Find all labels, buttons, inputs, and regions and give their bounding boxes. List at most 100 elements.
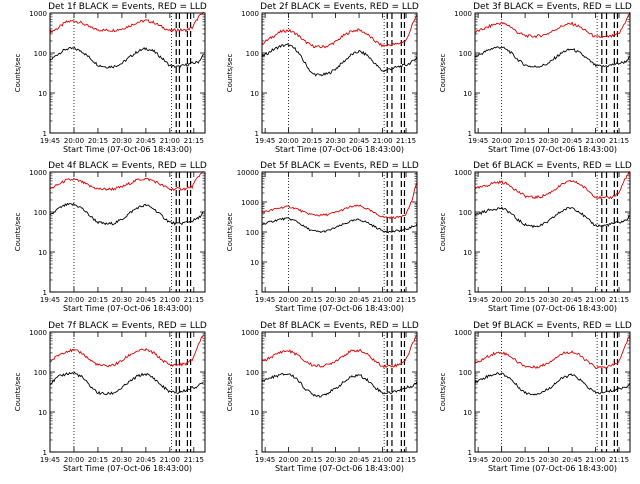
x-tick-label: 21:00 — [372, 137, 392, 145]
panel-9: Det 9f BLACK = Events, RED = LLD Start Ti… — [439, 321, 632, 473]
x-tick-label: 20:45 — [562, 296, 582, 304]
panel-3: Det 3f BLACK = Events, RED = LLD Start Ti… — [439, 2, 632, 154]
x-tick-label: 21:15 — [184, 137, 204, 145]
events-series-line — [261, 43, 418, 77]
y-tick-label: 10 — [250, 259, 259, 267]
x-axis-label: Start Time (07-Oct-06 18:43:00) — [275, 464, 404, 473]
x-tick-label: 20:00 — [279, 137, 299, 145]
plot-frame — [261, 331, 418, 453]
lld-series-line — [474, 334, 631, 369]
y-tick-label: 10 — [250, 409, 259, 417]
y-tick-label: 1 — [255, 449, 259, 457]
x-tick-label: 20:30 — [538, 137, 558, 145]
lld-series-line — [475, 12, 631, 39]
x-tick-label: 20:45 — [136, 456, 156, 464]
plot-frame — [261, 171, 418, 293]
y-axis-label: Counts/sec — [439, 54, 447, 93]
events-series-line — [474, 372, 631, 396]
y-axis-label: Counts/sec — [226, 54, 234, 93]
x-tick-label: 21:00 — [372, 296, 392, 304]
x-tick-label: 21:15 — [609, 456, 629, 464]
x-tick-label: 21:15 — [609, 137, 629, 145]
x-tick-label: 20:30 — [325, 296, 345, 304]
y-axis-label: Counts/sec — [14, 54, 22, 93]
y-tick-label: 100 — [459, 209, 472, 217]
lld-series-line — [49, 11, 204, 34]
y-tick-label: 10000 — [237, 169, 259, 177]
y-axis-label: Counts/sec — [14, 213, 22, 252]
plot-frame — [261, 12, 418, 134]
x-tick-label: 20:30 — [538, 456, 558, 464]
x-tick-label: 20:00 — [64, 296, 84, 304]
x-tick-label: 20:45 — [562, 137, 582, 145]
x-tick-label: 20:15 — [88, 137, 108, 145]
y-tick-label: 10 — [463, 90, 472, 98]
lld-series-line — [261, 14, 418, 49]
x-tick-label: 21:00 — [585, 137, 605, 145]
x-tick-label: 20:45 — [349, 296, 369, 304]
events-series-line — [261, 217, 418, 234]
x-tick-label: 21:00 — [160, 456, 180, 464]
plot-frame — [49, 171, 206, 293]
lld-series-line — [261, 334, 418, 369]
y-tick-label: 1000 — [454, 10, 472, 18]
x-tick-label: 21:00 — [372, 456, 392, 464]
panel-7: Det 7f BLACK = Events, RED = LLD Start Ti… — [14, 321, 207, 473]
x-tick-label: 20:45 — [136, 137, 156, 145]
y-tick-label: 1000 — [29, 329, 47, 337]
y-axis-label: Counts/sec — [226, 373, 234, 412]
y-tick-label: 10 — [38, 249, 47, 257]
x-tick-label: 21:15 — [396, 137, 416, 145]
panel-title: Det 3f BLACK = Events, RED = LLD — [473, 2, 632, 12]
x-tick-label: 20:15 — [515, 456, 535, 464]
y-tick-label: 1 — [468, 449, 472, 457]
x-tick-label: 20:15 — [302, 456, 322, 464]
x-tick-label: 20:00 — [492, 296, 512, 304]
panel-5: Det 5f BLACK = Events, RED = LLD Start Ti… — [226, 161, 419, 313]
x-tick-label: 20:15 — [515, 137, 535, 145]
events-series-line — [49, 46, 204, 69]
y-tick-label: 1000 — [454, 169, 472, 177]
x-tick-label: 19:45 — [255, 137, 275, 145]
y-tick-label: 100 — [246, 229, 259, 237]
plot-frame — [49, 331, 206, 453]
y-tick-label: 100 — [459, 50, 472, 58]
x-tick-label: 19:45 — [40, 137, 60, 145]
lld-series-line — [474, 171, 631, 200]
x-tick-label: 21:00 — [585, 456, 605, 464]
y-tick-label: 1 — [43, 130, 47, 138]
x-tick-label: 20:00 — [64, 137, 84, 145]
panel-8: Det 8f BLACK = Events, RED = LLD Start Ti… — [226, 321, 419, 473]
panel-title: Det 5f BLACK = Events, RED = LLD — [260, 161, 419, 171]
y-tick-label: 1000 — [29, 169, 47, 177]
x-axis-label: Start Time (07-Oct-06 18:43:00) — [63, 304, 192, 313]
x-tick-label: 19:45 — [255, 456, 275, 464]
x-tick-label: 20:15 — [515, 296, 535, 304]
plot-frame — [474, 331, 631, 453]
x-tick-label: 19:45 — [468, 137, 488, 145]
y-tick-label: 1000 — [454, 329, 472, 337]
x-tick-label: 20:45 — [136, 296, 156, 304]
y-tick-label: 100 — [246, 369, 259, 377]
x-tick-label: 20:45 — [349, 456, 369, 464]
y-tick-label: 1 — [255, 130, 259, 138]
x-tick-label: 20:30 — [538, 296, 558, 304]
x-axis-label: Start Time (07-Oct-06 18:43:00) — [275, 145, 404, 154]
x-tick-label: 21:15 — [184, 296, 204, 304]
x-tick-label: 20:45 — [349, 137, 369, 145]
lld-series-line — [49, 334, 204, 368]
x-tick-label: 21:00 — [160, 137, 180, 145]
x-tick-label: 21:15 — [396, 456, 416, 464]
y-tick-label: 1 — [468, 289, 472, 297]
x-tick-label: 21:15 — [609, 296, 629, 304]
x-axis-label: Start Time (07-Oct-06 18:43:00) — [63, 145, 192, 154]
x-axis-label: Start Time (07-Oct-06 18:43:00) — [488, 145, 617, 154]
x-tick-label: 20:00 — [279, 296, 299, 304]
x-tick-label: 20:30 — [112, 456, 132, 464]
x-tick-label: 20:00 — [279, 456, 299, 464]
y-tick-label: 100 — [459, 369, 472, 377]
events-series-line — [49, 202, 204, 226]
x-tick-label: 20:30 — [325, 137, 345, 145]
x-tick-label: 20:15 — [302, 137, 322, 145]
